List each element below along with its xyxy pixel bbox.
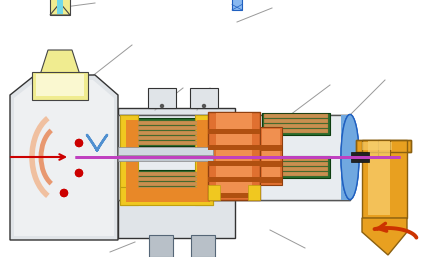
Bar [264, 157, 328, 161]
Bar [32, 72, 88, 100]
Circle shape [75, 170, 83, 177]
Bar [208, 129, 260, 134]
Bar [130, 141, 203, 145]
Bar [57, 0, 63, 14]
Bar [262, 129, 280, 183]
Bar [208, 112, 260, 200]
Polygon shape [362, 218, 407, 255]
Bar [208, 193, 260, 198]
Bar [191, 235, 215, 257]
Bar [264, 124, 328, 128]
Bar [378, 140, 390, 157]
Bar [148, 88, 176, 108]
Bar [130, 187, 203, 191]
Bar [130, 131, 203, 135]
Bar [126, 188, 210, 202]
Bar [50, 0, 70, 15]
Bar [341, 115, 350, 200]
Circle shape [161, 105, 164, 107]
Bar [260, 161, 282, 167]
Circle shape [60, 189, 67, 197]
Bar [128, 170, 205, 198]
Bar [264, 172, 328, 176]
Polygon shape [14, 80, 114, 236]
Ellipse shape [341, 115, 359, 199]
Bar [262, 113, 330, 135]
Bar [118, 153, 213, 161]
Bar [264, 162, 328, 166]
Bar [260, 177, 282, 183]
Bar [356, 140, 411, 152]
Bar [130, 172, 203, 176]
Bar [128, 118, 205, 146]
Bar [130, 192, 203, 196]
Bar [120, 115, 138, 205]
Polygon shape [40, 50, 80, 75]
Bar [264, 129, 328, 133]
Bar [130, 126, 203, 130]
Circle shape [202, 105, 205, 107]
Circle shape [75, 170, 83, 177]
Bar [126, 120, 138, 200]
Polygon shape [87, 135, 107, 150]
Circle shape [75, 140, 83, 146]
Bar [356, 140, 411, 152]
Circle shape [60, 189, 67, 197]
Bar [118, 115, 350, 200]
Bar [362, 140, 407, 218]
Bar [208, 177, 260, 182]
Bar [260, 127, 282, 185]
Bar [118, 147, 213, 155]
Bar [248, 185, 260, 200]
Bar [36, 74, 84, 96]
Polygon shape [50, 3, 70, 15]
Bar [130, 121, 203, 125]
Bar [262, 156, 330, 178]
Bar [197, 120, 209, 200]
Bar [130, 182, 203, 186]
Bar [130, 136, 203, 140]
Polygon shape [118, 108, 235, 238]
Circle shape [75, 140, 83, 146]
Polygon shape [10, 75, 118, 240]
Bar [208, 161, 260, 166]
Bar [208, 185, 220, 200]
Ellipse shape [341, 115, 359, 199]
Bar [149, 235, 173, 257]
Bar [351, 152, 369, 162]
Bar [264, 119, 328, 123]
Bar [208, 145, 260, 150]
Bar [190, 88, 218, 108]
Bar [362, 142, 392, 150]
Bar [216, 113, 252, 197]
Bar [232, 0, 242, 10]
Bar [130, 177, 203, 181]
Bar [264, 114, 328, 118]
Bar [341, 115, 350, 200]
Bar [195, 115, 213, 205]
Bar [118, 115, 350, 200]
Bar [120, 187, 213, 205]
Bar [264, 167, 328, 171]
Bar [260, 145, 282, 151]
Bar [368, 141, 390, 215]
